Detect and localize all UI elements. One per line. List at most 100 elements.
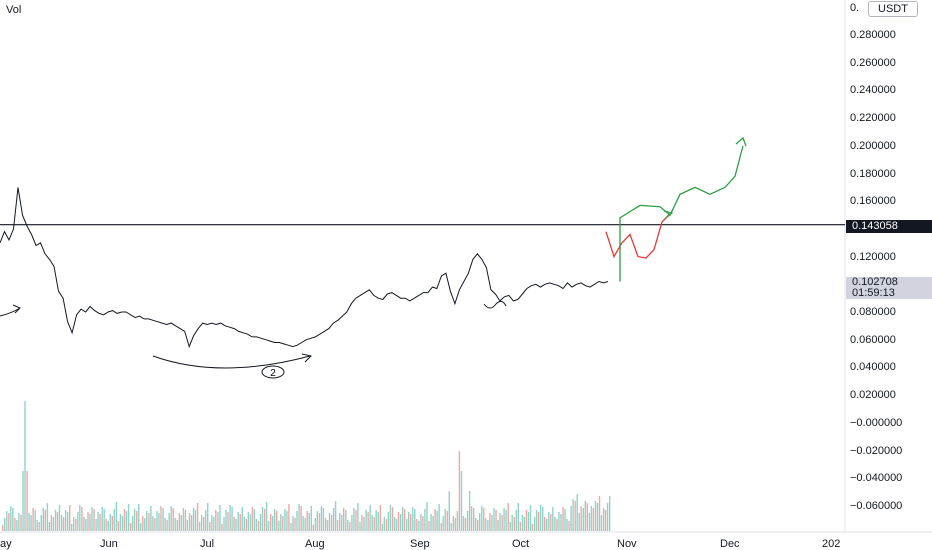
volume-bar [231, 507, 233, 531]
time-axis-label: Dec [720, 538, 740, 550]
volume-bar [387, 512, 390, 531]
volume-bar [217, 512, 219, 531]
volume-bar [180, 515, 182, 531]
volume-bar [203, 517, 205, 531]
volume-bar [290, 523, 292, 531]
volume-bar [257, 521, 260, 531]
volume-bar [24, 401, 26, 531]
volume-bar [32, 508, 34, 531]
volume-bar [483, 508, 485, 531]
curve-arrow-annotation[interactable] [152, 355, 311, 369]
horizontal-line-price-label: 0.143058 [846, 220, 932, 233]
volume-bar [8, 513, 10, 531]
scenario-red-line[interactable] [605, 213, 671, 259]
volume-bar [87, 512, 89, 531]
volume-bar [152, 516, 154, 531]
volume-bar [20, 515, 22, 531]
volume-bar [418, 521, 420, 531]
volume-bar [280, 514, 282, 531]
volume-bar [136, 511, 138, 531]
volume-bar [101, 507, 103, 531]
volume-bar [243, 517, 245, 531]
volume-bar [535, 510, 538, 531]
price-tick-label: 0.080000 [850, 306, 896, 318]
volume-bar [539, 505, 542, 531]
volume-bar [56, 512, 59, 531]
volume-bar [278, 521, 280, 531]
volume-bar [233, 517, 235, 531]
volume-bar [146, 511, 148, 531]
volume-bar [606, 503, 609, 531]
scenario-green-line[interactable] [619, 145, 744, 282]
volume-bar [499, 513, 501, 531]
volume-bar [253, 509, 256, 531]
price-tick-label: 0.280000 [850, 29, 896, 41]
currency-button[interactable]: USDT [868, 1, 918, 17]
volume-bar [454, 518, 457, 531]
time-axis-label: 202 [822, 538, 841, 550]
volume-bar [452, 516, 455, 531]
volume-bar [247, 512, 249, 531]
volume-bar [554, 517, 556, 531]
volume-bar [349, 522, 351, 531]
volume-bar [596, 503, 599, 531]
volume-bar [341, 515, 343, 531]
volume-bar [154, 518, 156, 531]
circle-annotation[interactable] [261, 365, 285, 379]
volume-bar [389, 505, 392, 531]
volume-bar [318, 513, 321, 531]
price-tick-label: 0.020000 [850, 389, 896, 402]
volume-bar [176, 520, 178, 531]
volume-bar [527, 512, 530, 531]
volume-bar [131, 516, 134, 531]
volume-bar [371, 515, 373, 531]
volume-bar [578, 513, 580, 531]
volume-bar [198, 522, 201, 531]
volume-bar [249, 514, 252, 531]
volume-bar [487, 520, 489, 531]
volume-bar [117, 521, 120, 531]
volume-bar [397, 512, 400, 531]
volume-bar [544, 517, 546, 531]
volume-bar [367, 512, 369, 531]
volume-bar [391, 507, 394, 531]
volume-bar [255, 519, 258, 531]
volume-bar [99, 514, 101, 531]
volume-bar [322, 508, 325, 531]
price-tick-label: 0.060000 [850, 333, 896, 346]
volume-bar [477, 520, 479, 531]
left-arrow-icon [0, 304, 21, 317]
volume-bar [345, 510, 347, 531]
price-tick-label: −0.020000 [850, 444, 903, 457]
volume-bar [46, 503, 49, 531]
volume-bar [343, 508, 345, 531]
volume-bar [509, 522, 511, 531]
volume-bar [127, 504, 130, 531]
volume-bar [166, 520, 168, 531]
squiggle-annotation [483, 300, 507, 309]
countdown-timer: 01:59:13 [852, 287, 895, 299]
volume-bar [326, 520, 329, 531]
volume-bar [52, 517, 55, 531]
volume-bar [190, 515, 193, 531]
volume-bar [18, 513, 20, 531]
volume-bar [517, 503, 519, 531]
volume-bar [316, 511, 318, 531]
green-arrow-icon [735, 136, 747, 147]
volume-bar [328, 513, 331, 531]
volume-bar [381, 524, 383, 531]
volume-bar [556, 519, 558, 531]
time-axis-label: Aug [305, 538, 325, 550]
volume-bar [468, 491, 471, 531]
volume-bar [207, 503, 209, 531]
volume-bar [355, 510, 357, 531]
volume-bar [442, 516, 444, 531]
volume-bar [436, 511, 438, 531]
volume-bar [347, 520, 349, 531]
volume-bar [239, 514, 241, 531]
volume-bar [91, 507, 93, 531]
volume-bar [548, 512, 550, 531]
volume-bar [211, 515, 213, 531]
volume-bar [292, 516, 294, 531]
